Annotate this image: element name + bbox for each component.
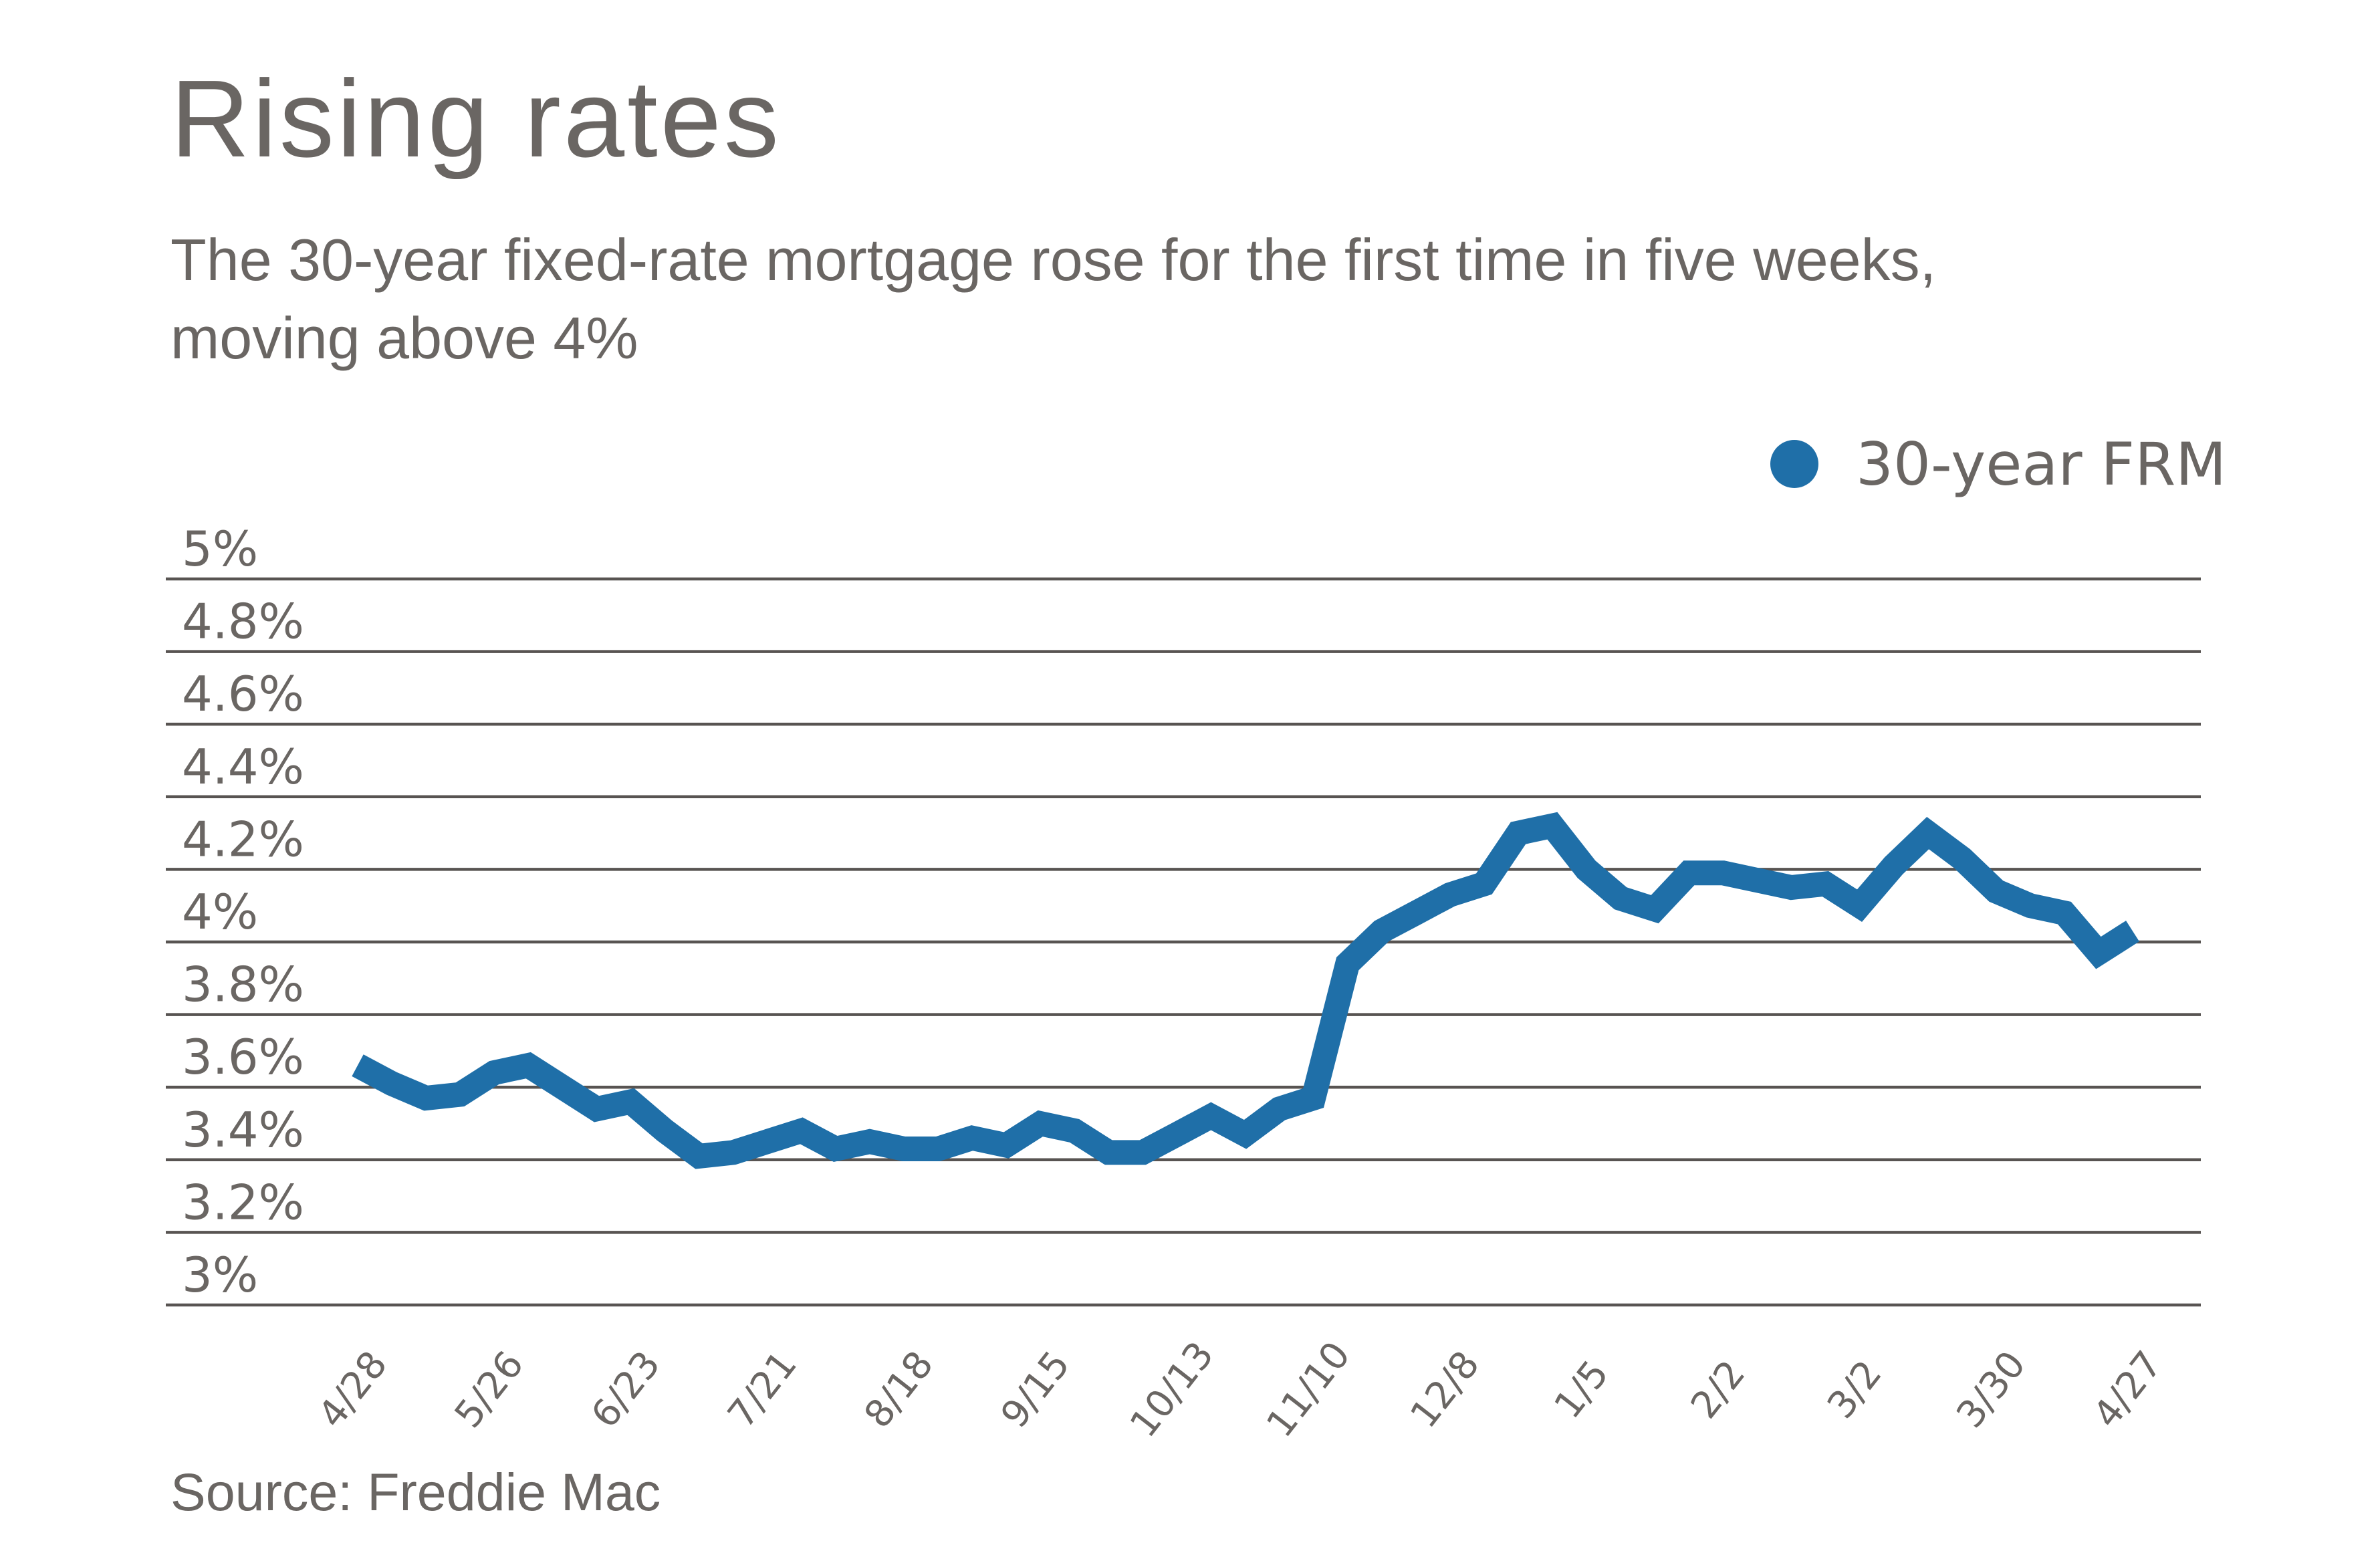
y-axis-label: 3% <box>182 1247 258 1303</box>
x-axis-label: 4/27 <box>2085 1343 2171 1436</box>
x-axis-label: 4/28 <box>310 1343 396 1436</box>
x-axis-label: 6/23 <box>583 1343 669 1436</box>
y-axis-label: 3.4% <box>182 1102 304 1158</box>
x-axis-label: 1/5 <box>1546 1352 1618 1427</box>
x-axis-label: 10/13 <box>1122 1334 1223 1445</box>
chart-subtitle: The 30-year fixed-rate mortgage rose for… <box>170 227 1937 372</box>
x-axis-label: 8/18 <box>856 1343 942 1436</box>
x-axis-label: 9/15 <box>993 1343 1079 1436</box>
legend-marker-dot <box>1770 440 1818 488</box>
x-axis-label: 11/10 <box>1258 1334 1359 1445</box>
y-axis-label: 4.6% <box>182 666 304 722</box>
y-axis-label: 3.6% <box>182 1029 304 1085</box>
y-axis-label: 4.4% <box>182 739 304 795</box>
source-attribution: Source: Freddie Mac <box>170 1462 661 1522</box>
x-axis-label: 2/2 <box>1683 1352 1754 1427</box>
legend-series-label: 30-year FRM <box>1856 429 2227 499</box>
y-axis-label: 4% <box>182 884 258 940</box>
y-axis-label: 3.2% <box>182 1174 304 1230</box>
x-axis-label: 12/8 <box>1402 1343 1488 1436</box>
y-axis-label: 5% <box>182 521 258 577</box>
y-axis-label: 3.8% <box>182 957 304 1013</box>
legend: 30-year FRM <box>1770 430 2226 499</box>
x-axis-label: 3/30 <box>1948 1343 2034 1436</box>
x-axis-label: 7/21 <box>719 1343 806 1436</box>
y-axis-label: 4.2% <box>182 811 304 867</box>
x-axis-label: 3/2 <box>1819 1352 1891 1427</box>
y-axis-label: 4.8% <box>182 594 304 650</box>
series-line-30-year-frm <box>352 812 2139 1169</box>
x-axis-label: 5/26 <box>447 1343 533 1436</box>
page-title: Rising rates <box>170 57 782 180</box>
